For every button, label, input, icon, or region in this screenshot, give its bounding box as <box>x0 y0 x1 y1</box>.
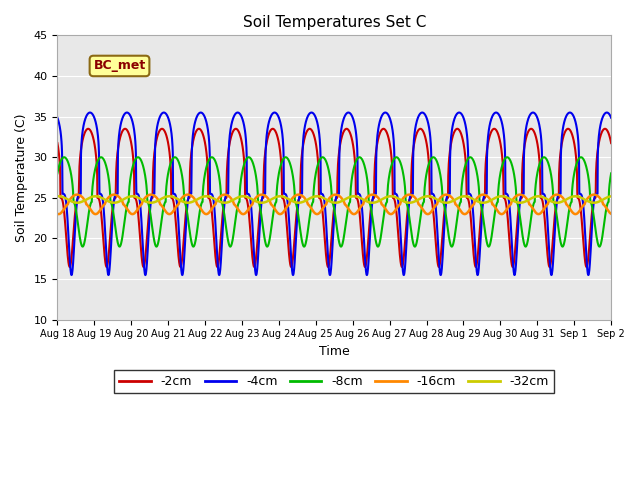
-4cm <box>54 115 61 120</box>
-4cm <box>574 135 582 141</box>
Title: Soil Temperatures Set C: Soil Temperatures Set C <box>243 15 426 30</box>
-32cm <box>461 193 468 199</box>
-16cm <box>208 206 216 212</box>
Text: BC_met: BC_met <box>93 60 146 72</box>
-2cm <box>362 260 370 266</box>
-32cm <box>479 200 487 205</box>
-8cm <box>208 155 216 160</box>
-16cm <box>496 210 504 216</box>
-2cm <box>582 264 590 270</box>
-32cm <box>607 193 615 199</box>
-8cm <box>351 162 358 168</box>
Line: -32cm: -32cm <box>58 196 611 203</box>
-2cm <box>54 140 61 146</box>
Line: -4cm: -4cm <box>58 112 611 275</box>
-32cm <box>208 195 216 201</box>
-16cm <box>479 192 487 197</box>
-8cm <box>245 155 253 160</box>
-32cm <box>574 193 582 199</box>
-4cm <box>496 113 504 119</box>
-2cm <box>574 195 582 201</box>
-2cm <box>558 139 566 144</box>
-2cm <box>607 140 615 146</box>
-16cm <box>362 195 370 201</box>
-4cm <box>607 115 615 120</box>
-4cm <box>209 192 216 198</box>
-32cm <box>350 193 358 199</box>
-4cm <box>141 272 149 278</box>
-16cm <box>54 211 61 216</box>
Line: -2cm: -2cm <box>58 129 611 267</box>
-8cm <box>607 170 615 176</box>
-4cm <box>123 109 131 115</box>
-16cm <box>574 210 582 216</box>
-4cm <box>363 272 371 278</box>
-4cm <box>351 122 358 128</box>
Line: -16cm: -16cm <box>58 194 611 214</box>
-4cm <box>559 127 566 133</box>
-2cm <box>350 150 358 156</box>
-2cm <box>495 134 503 140</box>
-8cm <box>363 173 371 179</box>
-16cm <box>350 211 358 217</box>
-8cm <box>574 157 582 163</box>
-2cm <box>208 209 216 215</box>
-8cm <box>263 244 271 250</box>
Line: -8cm: -8cm <box>58 157 611 247</box>
-8cm <box>559 244 566 250</box>
-32cm <box>362 198 370 204</box>
-8cm <box>496 176 504 181</box>
-16cm <box>461 211 468 217</box>
Legend: -2cm, -4cm, -8cm, -16cm, -32cm: -2cm, -4cm, -8cm, -16cm, -32cm <box>115 370 554 393</box>
-16cm <box>559 195 566 201</box>
-2cm <box>564 126 572 132</box>
-32cm <box>54 193 61 199</box>
-32cm <box>559 198 566 204</box>
Y-axis label: Soil Temperature (C): Soil Temperature (C) <box>15 113 28 242</box>
X-axis label: Time: Time <box>319 345 349 358</box>
-16cm <box>607 211 615 216</box>
-32cm <box>496 193 504 199</box>
-8cm <box>54 170 61 176</box>
